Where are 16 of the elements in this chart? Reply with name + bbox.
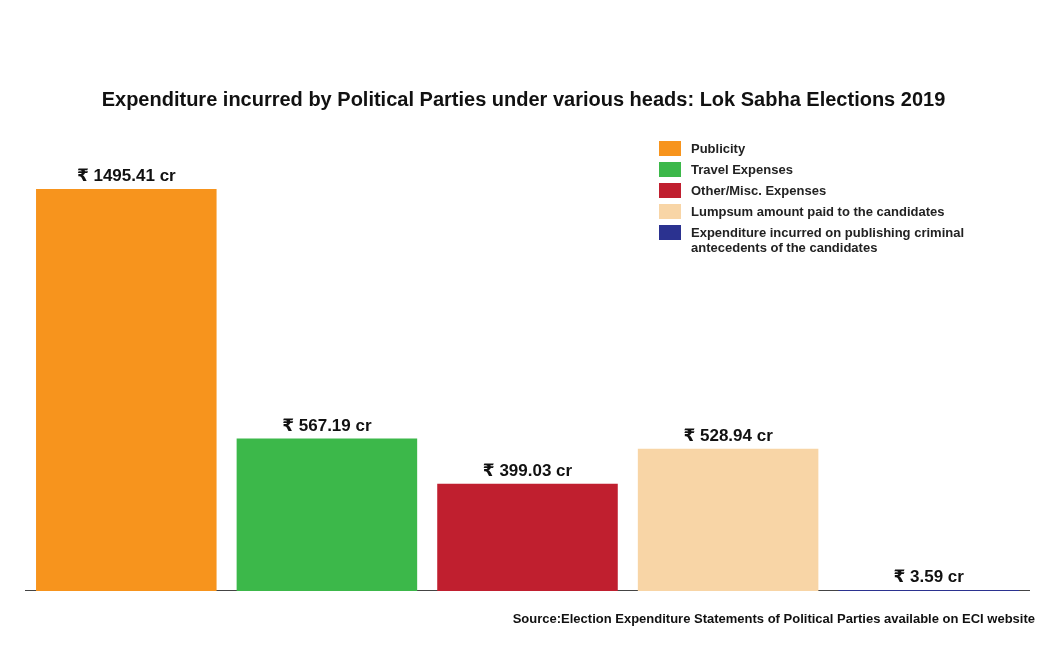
data-label: ₹ 528.94 cr	[683, 426, 774, 446]
bar	[437, 483, 618, 591]
legend-label: Expenditure incurred on publishing criminal antecedents of the candidates	[691, 225, 966, 255]
data-label: ₹ 1495.41 cr	[76, 166, 177, 186]
legend-label: Travel Expenses	[691, 162, 793, 177]
legend-label: Publicity	[691, 141, 746, 156]
source-note: Source:Election Expenditure Statements of Political Parties available on ECI website	[511, 611, 1036, 626]
data-label: ₹ 567.19 cr	[282, 415, 372, 435]
data-label: ₹ 3.59 cr	[893, 567, 965, 587]
chart-title: Expenditure incurred by Political Parties under various heads: Lok Sabha Elections 2019	[100, 88, 947, 111]
bar	[36, 189, 217, 591]
legend-label: Lumpsum amount paid to the candidates	[691, 204, 945, 219]
data-label: ₹ 399.03 cr	[482, 460, 573, 480]
bar	[236, 438, 418, 591]
bar	[637, 448, 819, 591]
legend-label: Other/Misc. Expenses	[691, 183, 827, 198]
